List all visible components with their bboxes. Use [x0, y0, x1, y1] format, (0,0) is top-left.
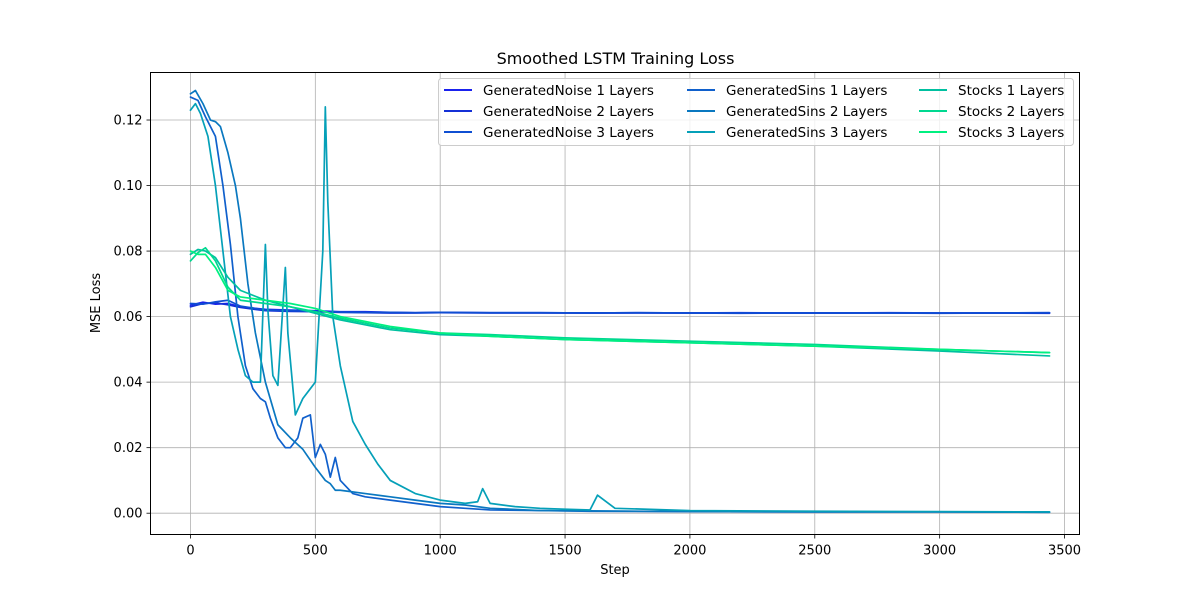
series-line-3 — [189, 299, 1051, 314]
series-line-8 — [189, 246, 1051, 354]
x-tick-label: 3000 — [923, 544, 956, 559]
series-line-5 — [189, 89, 1051, 514]
legend-label: GeneratedSins 1 Layers — [726, 83, 887, 99]
y-tick-label: 0.02 — [114, 441, 143, 456]
x-tick-label: 2500 — [798, 544, 831, 559]
legend: GeneratedNoise 1 Layers GeneratedNoise 2 … — [438, 78, 1074, 146]
x-tick-label: 1000 — [424, 544, 457, 559]
x-tick-label: 1500 — [549, 544, 582, 559]
y-axis-label: MSE Loss — [89, 273, 104, 334]
x-axis-label: Step — [600, 563, 630, 578]
legend-box — [438, 78, 1074, 146]
series-line-9 — [189, 250, 1051, 354]
x-tick-label: 2000 — [673, 544, 706, 559]
series-line-6 — [189, 102, 1051, 513]
x-tick-label: 0 — [186, 544, 194, 559]
legend-label: Stocks 1 Layers — [958, 83, 1064, 99]
chart-title: Smoothed LSTM Training Loss — [497, 49, 735, 68]
y-tick-label: 0.08 — [114, 245, 143, 260]
plot-frame — [150, 72, 1080, 535]
legend-label: Stocks 3 Layers — [958, 125, 1064, 141]
axis-ticks: 0 500 1000 1500 2000 2500 3000 3500 0.00 0.02 0.04… — [114, 114, 1082, 559]
series-lines — [189, 89, 1051, 514]
legend-label: GeneratedNoise 2 Layers — [483, 104, 654, 120]
y-tick-label: 0.04 — [114, 376, 143, 391]
x-tick-label: 500 — [303, 544, 328, 559]
series-line-4 — [189, 96, 1051, 514]
y-tick-label: 0.10 — [114, 179, 143, 194]
legend-label: GeneratedNoise 1 Layers — [483, 83, 654, 99]
legend-label: Stocks 2 Layers — [958, 104, 1064, 120]
legend-label: GeneratedSins 2 Layers — [726, 104, 887, 120]
y-tick-label: 0.12 — [114, 114, 143, 129]
legend-label: GeneratedSins 3 Layers — [726, 125, 887, 141]
y-tick-label: 0.06 — [114, 310, 143, 325]
x-tick-label: 3500 — [1048, 544, 1081, 559]
y-tick-label: 0.00 — [114, 507, 143, 522]
legend-label: GeneratedNoise 3 Layers — [483, 125, 654, 141]
